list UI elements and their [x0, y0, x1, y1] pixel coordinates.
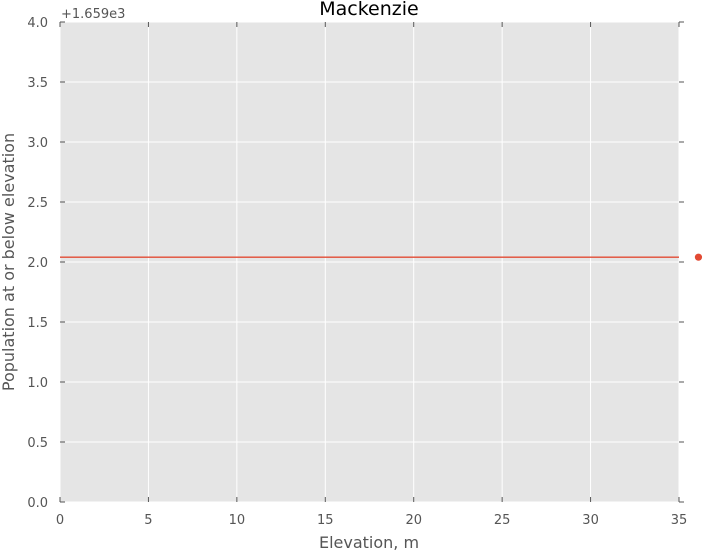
y-tick-label-6: 3.0: [27, 136, 48, 151]
grid: [59, 21, 680, 503]
x-axis-label: Elevation, m: [319, 533, 419, 550]
y-tick-label-4: 2.0: [27, 256, 48, 271]
y-offset-label: +1.659e3: [61, 7, 125, 22]
x-tick-label-7: 35: [671, 513, 688, 528]
y-tick-label-7: 3.5: [27, 76, 48, 91]
x-tick-label-3: 15: [317, 513, 334, 528]
data-point-0-0: [694, 253, 703, 261]
y-tick-label-1: 0.5: [27, 436, 48, 451]
y-axis-label: Population at or below elevation: [0, 133, 18, 391]
x-tick-label-0: 0: [56, 513, 64, 528]
y-tick-label-2: 1.0: [27, 376, 48, 391]
ticks: 0 5 10 15 20 25 30 35 0.0 0.5 1.0 1.5 2.0 2.5 3.0 3.5 4.…: [27, 16, 687, 528]
x-tick-label-4: 20: [405, 513, 422, 528]
x-tick-label-6: 30: [582, 513, 599, 528]
series: [60, 253, 703, 261]
x-tick-label-5: 25: [494, 513, 511, 528]
chart-title: Mackenzie: [319, 0, 418, 20]
y-tick-label-5: 2.5: [27, 196, 48, 211]
y-tick-label-0: 0.0: [27, 496, 48, 511]
y-tick-label-3: 1.5: [27, 316, 48, 331]
x-tick-label-1: 5: [144, 513, 152, 528]
x-tick-label-2: 10: [229, 513, 246, 528]
y-tick-label-8: 4.0: [27, 16, 48, 31]
